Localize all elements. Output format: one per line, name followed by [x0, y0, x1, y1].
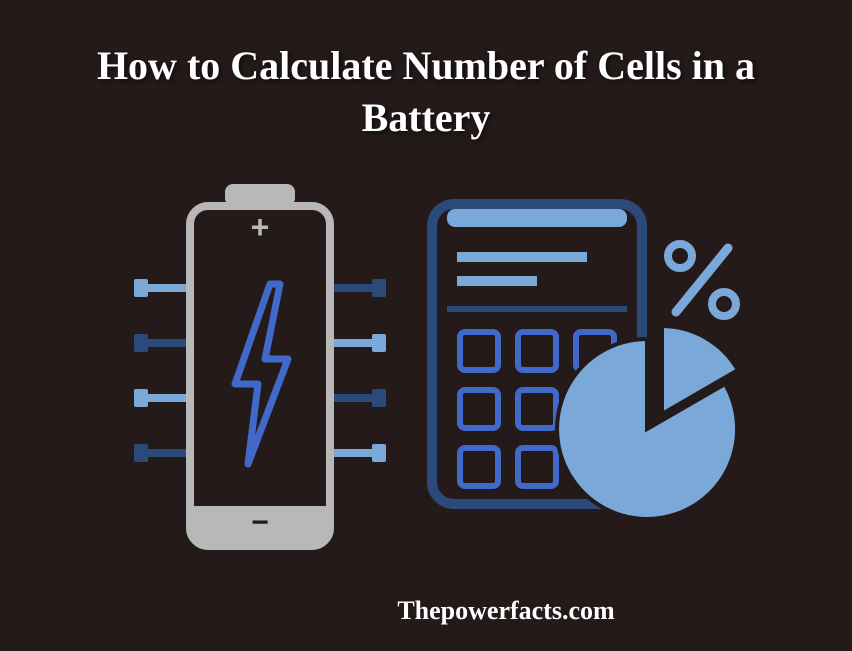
calculator-icon	[412, 184, 752, 564]
calc-button-1	[460, 332, 498, 370]
connector-right-1	[334, 284, 376, 292]
connector-right-3	[334, 394, 376, 402]
calc-button-7	[460, 448, 498, 486]
calc-button-8	[518, 448, 556, 486]
connector-left-1	[144, 284, 186, 292]
battery-icon: + −	[100, 174, 420, 574]
connector-left-4	[144, 449, 186, 457]
battery-top-sep	[194, 244, 326, 252]
left-connectors	[134, 279, 186, 462]
calculator-screen-line-2	[457, 276, 537, 286]
connector-left-3	[144, 394, 186, 402]
calculator-top-tab	[447, 209, 627, 227]
pie-chart-icon	[557, 326, 738, 519]
calc-button-4	[460, 390, 498, 428]
website-name: Thepowerfacts.com	[397, 596, 614, 626]
right-connectors	[334, 279, 386, 462]
battery-body	[190, 206, 330, 546]
connector-right-2	[334, 339, 376, 347]
lightning-bolt-icon	[235, 284, 288, 464]
calculator-screen-line-1	[457, 252, 587, 262]
percent-icon	[668, 244, 736, 316]
battery-plus-symbol: +	[251, 209, 270, 245]
battery-graphic: + −	[100, 174, 420, 579]
calculator-graphic	[412, 184, 752, 569]
calc-button-2	[518, 332, 556, 370]
graphics-area: + −	[30, 164, 822, 594]
infographic-container: How to Calculate Number of Cells in a Ba…	[0, 0, 852, 651]
connector-right-4	[334, 449, 376, 457]
battery-minus-symbol: −	[251, 506, 269, 539]
connector-left-2	[144, 339, 186, 347]
calc-button-5	[518, 390, 556, 428]
page-title: How to Calculate Number of Cells in a Ba…	[30, 40, 822, 144]
